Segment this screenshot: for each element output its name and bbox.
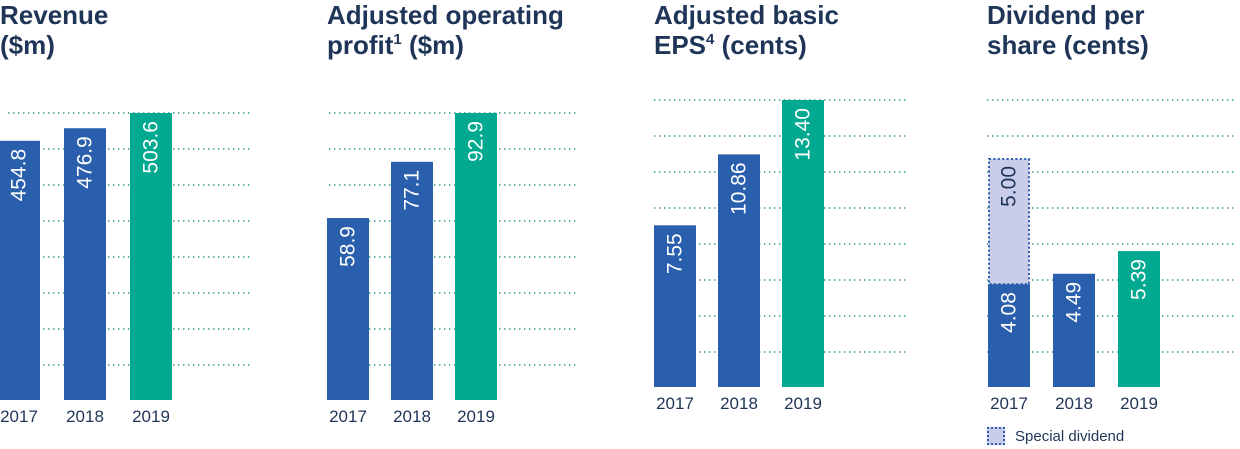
bar-ordinary-2019 [1118,251,1160,387]
bar-2018 [718,154,760,387]
bar-value-label: 77.1 [401,170,424,211]
bar-2019 [782,100,824,387]
eps-title-line2-rest: (cents) [714,30,807,60]
x-tick-label: 2017 [0,407,38,426]
bar-value-label: 503.6 [140,121,163,174]
bar-2018 [391,161,433,400]
dividend-title-line2: share (cents) [987,30,1149,60]
dividend-title-line1: Dividend per [987,0,1145,30]
x-tick-label: 2018 [720,394,758,413]
eps-panel: Adjusted basic EPS4 (cents) 7.55 10.86 13.… [654,0,914,449]
legend-swatch-special [987,427,1005,445]
revenue-title: Revenue ($m) [0,0,108,60]
operating-profit-panel: Adjusted operating profit1 ($m) 58.9 77.1… [327,0,587,449]
bar-value-label: 13.40 [792,108,815,161]
bar-value-label: 5.39 [1128,259,1151,300]
eps-title-line1: Adjusted basic [654,0,839,30]
bar-value-label: 476.9 [74,136,97,189]
bar-ordinary-2018 [1053,273,1095,387]
revenue-panel: Revenue ($m) 454.8 476.9 503.6 2017 2018 2019 [0,0,255,449]
bar-2017 [0,140,40,400]
operating-profit-chart: 58.9 77.1 92.9 2017 2018 2019 [327,112,579,426]
eps-title: Adjusted basic EPS4 (cents) [654,0,839,60]
eps-chart: 7.55 10.86 13.40 2017 2018 2019 [654,99,906,413]
bar-value-label: 4.49 [1063,282,1086,323]
bar-2018 [64,128,106,400]
x-tick-label: 2019 [457,407,495,426]
bar-special-2017 [988,158,1030,286]
operating-profit-title-line1: Adjusted operating [327,0,564,30]
footnote-marker: 1 [393,31,402,48]
revenue-title-line2: ($m) [0,30,55,60]
bar-value-label: 58.9 [337,226,360,267]
x-tick-label: 2017 [329,407,367,426]
dividend-panel: Dividend per share (cents) 4.08 5.00 4.49 5… [987,0,1240,449]
x-tick-label: 2018 [1055,394,1093,413]
bar-value-label: 92.9 [465,121,488,162]
operating-profit-title-line2-rest: ($m) [401,30,464,60]
x-tick-label: 2019 [132,407,170,426]
bar-value-label: 10.86 [728,162,751,215]
bar-special-value-label: 5.00 [998,166,1021,207]
x-tick-label: 2018 [66,407,104,426]
revenue-chart: 454.8 476.9 503.6 2017 2018 2019 [0,112,252,426]
dividend-title: Dividend per share (cents) [987,0,1149,60]
bar-value-label: 7.55 [664,233,687,274]
footnote-marker: 4 [706,31,715,48]
bar-ordinary-2017 [988,284,1030,387]
eps-title-line2: EPS [654,30,707,60]
bar-2019 [130,113,172,400]
bar-2017 [654,225,696,387]
x-tick-label: 2017 [990,394,1028,413]
revenue-title-line1: Revenue [0,0,109,30]
x-tick-label: 2019 [784,394,822,413]
x-tick-label: 2017 [656,394,694,413]
legend-label-special: Special dividend [1015,427,1125,445]
legend: Special dividend [987,427,1124,445]
bar-2017 [327,218,369,400]
bar-value-label: 4.08 [998,292,1021,333]
x-tick-label: 2018 [393,407,431,426]
x-tick-label: 2019 [1120,394,1158,413]
bar-2019 [455,113,497,400]
dividend-chart: 4.08 5.00 4.49 5.39 2017 2018 2019 [987,99,1237,413]
operating-profit-title-line2: profit [327,30,394,60]
bar-value-label: 454.8 [8,149,31,202]
operating-profit-title: Adjusted operating profit1 ($m) [327,0,564,60]
